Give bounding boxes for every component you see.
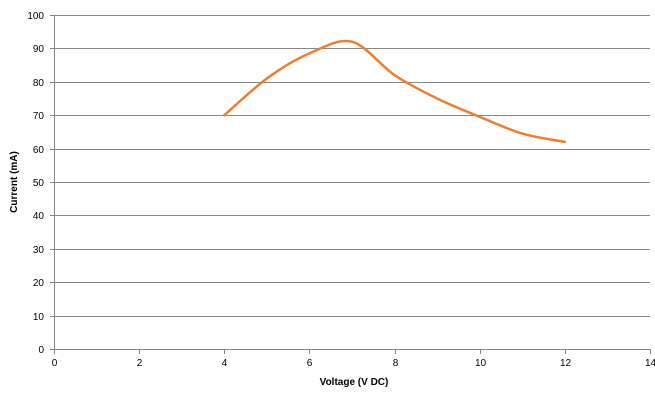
y-tick-label-50: 50	[33, 178, 45, 189]
y-axis-title: Current (mA)	[9, 151, 20, 213]
data-point-10	[477, 114, 483, 120]
series-line-0	[223, 39, 567, 144]
x-tick-label-0: 0	[52, 358, 58, 369]
x-tick-label-4: 4	[222, 358, 228, 369]
data-point-9	[434, 96, 440, 102]
x-tick-label-12: 12	[560, 358, 572, 369]
y-axis-ticks: 0 10 20 30 40 50 60 70 80 90 100	[27, 11, 54, 356]
y-tick-label-70: 70	[33, 111, 45, 122]
data-point-8	[392, 72, 398, 78]
axes	[54, 15, 650, 350]
y-tick-label-20: 20	[33, 278, 45, 289]
x-axis-ticks: 0 2 4 6 8 10 12 14	[52, 349, 655, 369]
gridlines	[54, 15, 650, 317]
x-axis-title: Voltage (V DC)	[320, 377, 389, 388]
y-tick-label-80: 80	[33, 78, 45, 89]
data-point-12	[562, 139, 568, 145]
data-point-5	[264, 75, 270, 81]
x-tick-label-8: 8	[393, 358, 399, 369]
data-point-11	[519, 131, 525, 137]
y-tick-label-60: 60	[33, 145, 45, 156]
y-tick-label-0: 0	[38, 345, 44, 356]
y-tick-label-10: 10	[33, 312, 45, 323]
data-point-6	[306, 50, 312, 56]
data-point-7	[349, 39, 355, 45]
y-tick-label-30: 30	[33, 245, 45, 256]
x-tick-label-10: 10	[475, 358, 487, 369]
y-tick-label-40: 40	[33, 211, 45, 222]
y-tick-label-100: 100	[27, 11, 44, 22]
x-tick-label-2: 2	[137, 358, 143, 369]
series-layer	[221, 39, 568, 145]
data-point-4	[221, 112, 227, 118]
y-tick-label-90: 90	[33, 44, 45, 55]
x-tick-label-14: 14	[645, 358, 655, 369]
x-tick-label-6: 6	[307, 358, 313, 369]
